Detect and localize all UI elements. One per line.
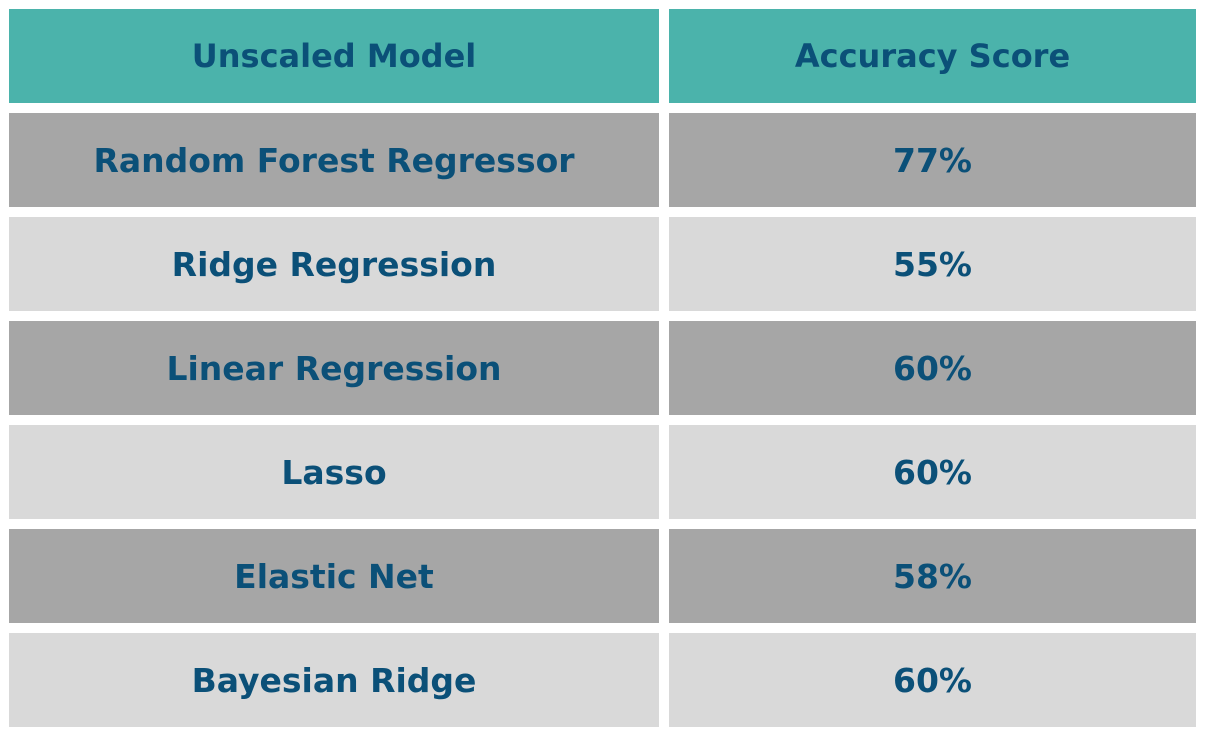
table-header-row: Unscaled Model Accuracy Score [9,9,1196,103]
table-row: Bayesian Ridge 60% [9,633,1196,727]
accuracy-score-cell: 58% [669,529,1196,623]
model-name-cell: Random Forest Regressor [9,113,659,207]
table-row: Ridge Regression 55% [9,217,1196,311]
accuracy-score-cell: 60% [669,321,1196,415]
accuracy-score-cell: 77% [669,113,1196,207]
table-row: Elastic Net 58% [9,529,1196,623]
column-header-model: Unscaled Model [9,9,659,103]
model-name-cell: Lasso [9,425,659,519]
model-name-cell: Bayesian Ridge [9,633,659,727]
accuracy-score-cell: 60% [669,425,1196,519]
table-row: Random Forest Regressor 77% [9,113,1196,207]
table-row: Lasso 60% [9,425,1196,519]
model-name-cell: Ridge Regression [9,217,659,311]
model-name-cell: Linear Regression [9,321,659,415]
accuracy-score-cell: 60% [669,633,1196,727]
accuracy-score-cell: 55% [669,217,1196,311]
column-header-score: Accuracy Score [669,9,1196,103]
model-name-cell: Elastic Net [9,529,659,623]
table-row: Linear Regression 60% [9,321,1196,415]
accuracy-table: Unscaled Model Accuracy Score Random For… [9,9,1196,727]
